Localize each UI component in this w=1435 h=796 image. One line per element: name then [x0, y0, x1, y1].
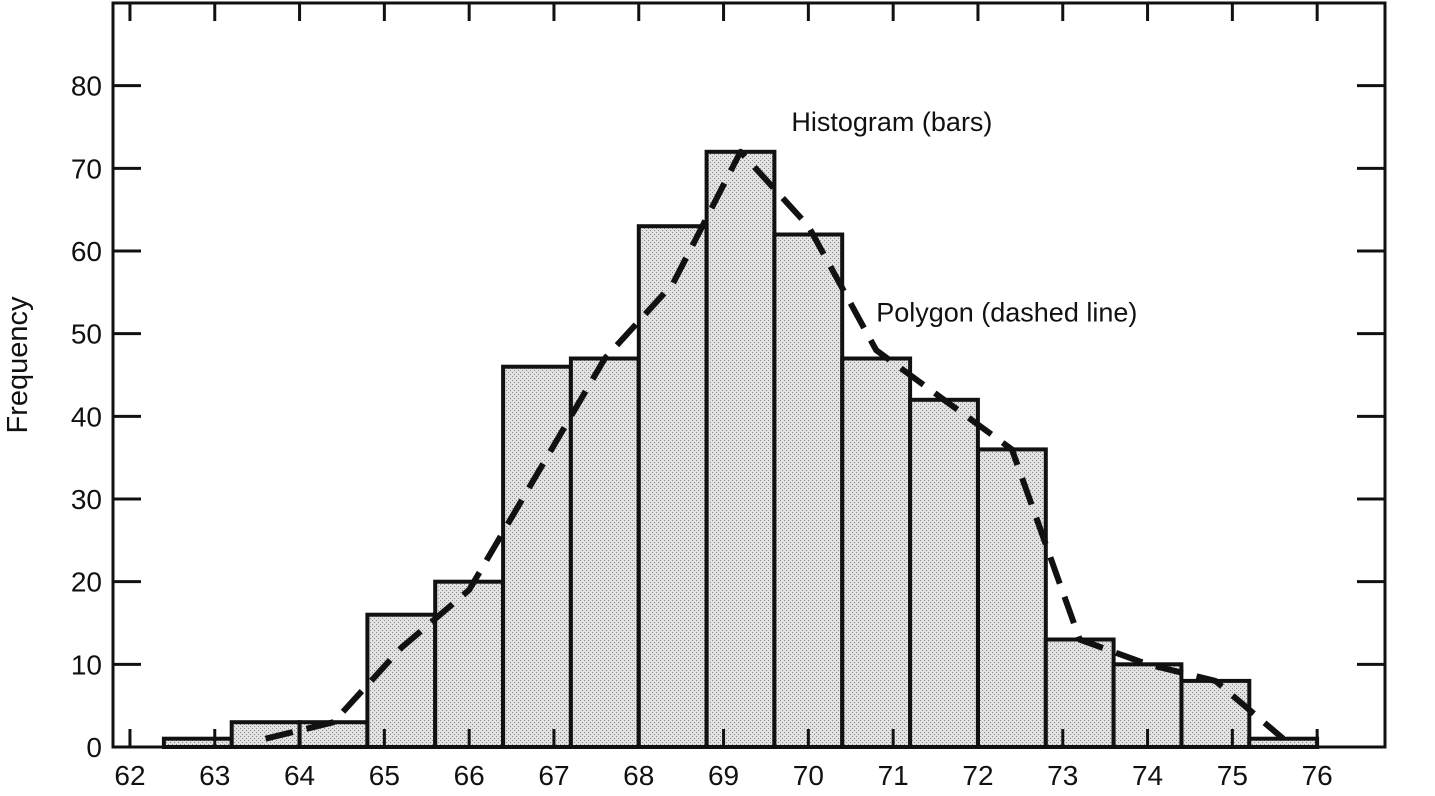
- x-tick-label-72: 72: [962, 760, 993, 791]
- y-tick-label-70: 70: [71, 153, 102, 184]
- histogram-bar-11: [840, 356, 913, 749]
- x-tick-label-68: 68: [623, 760, 654, 791]
- y-tick-label-60: 60: [71, 236, 102, 267]
- y-tick-label-50: 50: [71, 319, 102, 350]
- frequency-polygon-line: [264, 148, 1286, 742]
- histogram-bar-16: [1179, 678, 1252, 750]
- x-tick-label-70: 70: [793, 760, 824, 791]
- histogram-bar-12: [908, 397, 980, 749]
- x-tick-label-67: 67: [538, 760, 569, 791]
- x-tick-label-75: 75: [1217, 760, 1248, 791]
- x-tick-label-62: 62: [114, 760, 145, 791]
- histogram-bar-6: [501, 364, 573, 749]
- axis-ticks: [113, 3, 1385, 749]
- y-tick-label-30: 30: [71, 484, 102, 515]
- x-tick-label-73: 73: [1047, 760, 1078, 791]
- y-tick-label-80: 80: [71, 71, 102, 102]
- plot-frame: [111, 1, 1387, 749]
- x-tick-label-66: 66: [454, 760, 485, 791]
- annotation-2: Polygon (dashed line): [876, 297, 1137, 327]
- histogram-bar-9: [704, 149, 777, 750]
- y-tick-label-0: 0: [86, 732, 102, 763]
- annotation-1: Histogram (bars): [791, 107, 992, 137]
- x-tick-label-64: 64: [284, 760, 315, 791]
- x-tick-label-69: 69: [708, 760, 739, 791]
- x-tick-label-76: 76: [1302, 760, 1333, 791]
- histogram-bar-4: [365, 612, 438, 750]
- histogram-bars: [161, 149, 1320, 750]
- y-tick-label-10: 10: [71, 649, 102, 680]
- x-tick-label-63: 63: [199, 760, 230, 791]
- histogram-bar-10: [772, 232, 845, 749]
- x-tick-label-65: 65: [369, 760, 400, 791]
- y-tick-label-20: 20: [71, 567, 102, 598]
- x-tick-label-74: 74: [1132, 760, 1163, 791]
- x-tick-label-71: 71: [878, 760, 909, 791]
- y-tick-label-40: 40: [71, 401, 102, 432]
- histogram-bar-14: [1043, 637, 1116, 749]
- y-axis-title: Frequency: [2, 296, 34, 434]
- histogram-bar-8: [636, 224, 709, 749]
- histogram-bar-13: [976, 447, 1048, 749]
- histogram-bar-7: [568, 356, 641, 749]
